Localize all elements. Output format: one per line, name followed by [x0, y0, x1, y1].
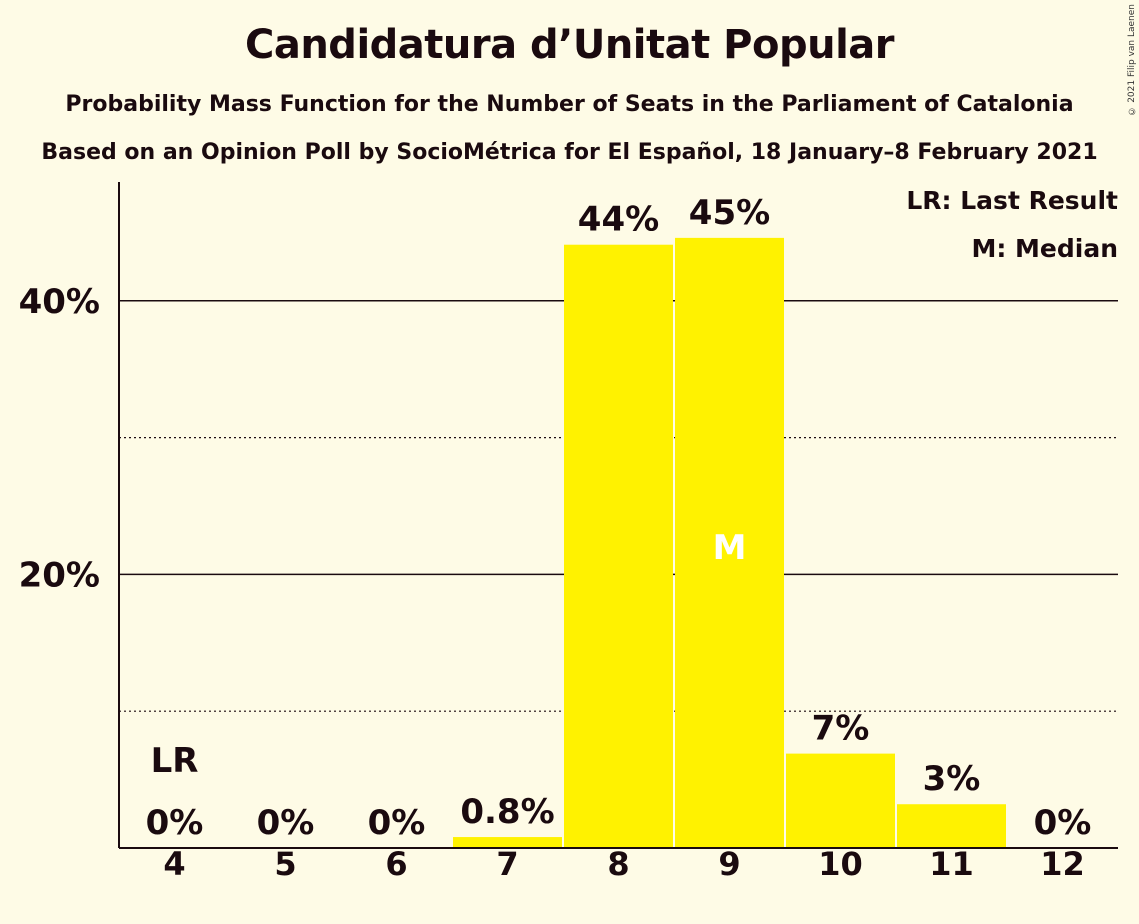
chart-source: Based on an Opinion Poll by SocioMétrica… — [41, 140, 1098, 165]
value-label: 44% — [578, 200, 659, 240]
value-label: 0.8% — [460, 792, 554, 832]
x-tick-label: 9 — [718, 845, 740, 883]
value-label: 7% — [812, 709, 870, 749]
legend-last-result: LR: Last Result — [906, 186, 1118, 215]
bar-seats-11 — [897, 804, 1006, 848]
x-tick-label: 11 — [929, 845, 974, 883]
chart-title: Candidatura d’Unitat Popular — [244, 22, 895, 68]
value-label: 45% — [689, 193, 770, 233]
bar-seats-10 — [786, 753, 895, 848]
x-tick-label: 12 — [1040, 845, 1085, 883]
labels: 20%40%40%50%60%70.8%844%945%107%113%120%… — [19, 193, 1092, 883]
last-result-marker: LR — [151, 741, 199, 781]
value-label: 0% — [1034, 803, 1092, 843]
y-tick-label: 40% — [19, 282, 100, 322]
x-tick-label: 5 — [274, 845, 296, 883]
bar-seats-8 — [564, 244, 673, 848]
median-marker: M — [713, 528, 747, 568]
value-label: 0% — [368, 803, 426, 843]
bars — [453, 237, 1006, 848]
value-label: 0% — [257, 803, 315, 843]
x-tick-label: 7 — [496, 845, 518, 883]
x-tick-label: 8 — [607, 845, 629, 883]
x-tick-label: 4 — [163, 845, 185, 883]
value-label: 3% — [923, 759, 981, 799]
value-label: 0% — [146, 803, 204, 843]
legend-median: M: Median — [971, 234, 1118, 263]
chart-subtitle: Probability Mass Function for the Number… — [65, 92, 1074, 117]
x-tick-label: 6 — [385, 845, 407, 883]
y-tick-label: 20% — [19, 555, 100, 595]
bar-seats-7 — [453, 837, 562, 848]
x-tick-label: 10 — [818, 845, 863, 883]
bar-seats-9 — [675, 237, 784, 848]
